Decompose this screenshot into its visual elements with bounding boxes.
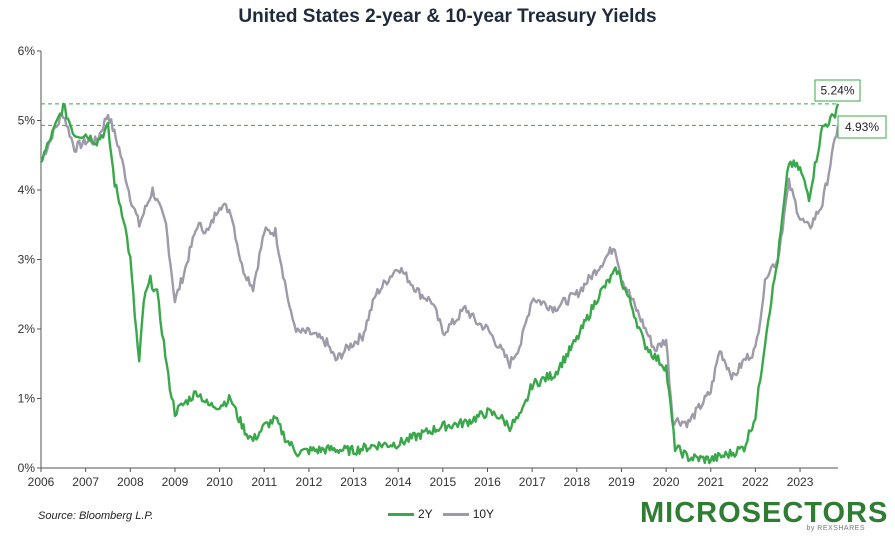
x-tick-label: 2021 xyxy=(697,475,724,489)
x-tick-label: 2007 xyxy=(72,475,99,489)
callout-label-1: 4.93% xyxy=(845,120,879,134)
callout-box-1 xyxy=(837,115,887,139)
brand-wordmark: MICROSECTORS xyxy=(640,497,889,529)
legend: 2Y 10Y xyxy=(388,507,494,521)
y-tick-label: 2% xyxy=(18,322,36,336)
brand-logo: MICROSECTORS by REXSHARES xyxy=(640,497,889,534)
legend-item-10y: 10Y xyxy=(442,507,495,521)
x-tick-label: 2014 xyxy=(385,475,412,489)
y-tick-label: 4% xyxy=(18,183,36,197)
legend-item-2y: 2Y xyxy=(388,507,433,521)
source-note: Source: Bloomberg L.P. xyxy=(38,510,154,522)
x-tick-label: 2023 xyxy=(787,475,814,489)
y-tick-label: 3% xyxy=(18,253,36,267)
callout-label-0: 5.24% xyxy=(820,84,854,98)
legend-swatch-10y xyxy=(442,512,469,516)
x-tick-label: 2009 xyxy=(162,475,189,489)
legend-label-10y: 10Y xyxy=(472,507,495,521)
x-tick-label: 2011 xyxy=(251,475,277,489)
y-tick-label: 1% xyxy=(18,392,36,406)
x-tick-label: 2016 xyxy=(474,475,501,489)
x-tick-label: 2020 xyxy=(653,475,680,489)
series-line-10y xyxy=(39,113,840,429)
y-tick-label: 6% xyxy=(18,44,36,58)
legend-swatch-2y xyxy=(388,512,414,516)
y-tick-label: 5% xyxy=(18,114,36,128)
chart-title: United States 2-year & 10-year Treasury … xyxy=(238,6,657,27)
x-tick-label: 2019 xyxy=(608,475,635,489)
y-tick-label: 0% xyxy=(18,461,36,475)
brand-subtitle: by REXSHARES xyxy=(806,525,865,532)
x-tick-label: 2017 xyxy=(519,475,546,489)
x-tick-label: 2006 xyxy=(28,475,55,489)
x-tick-label: 2012 xyxy=(296,475,323,489)
series-line-2y xyxy=(39,102,840,465)
x-tick-label: 2008 xyxy=(117,475,144,489)
x-tick-label: 2013 xyxy=(340,475,367,489)
callout-box-0 xyxy=(814,79,861,102)
legend-label-2y: 2Y xyxy=(418,507,433,521)
x-tick-label: 2010 xyxy=(206,475,233,489)
x-tick-label: 2015 xyxy=(429,475,456,489)
x-tick-label: 2018 xyxy=(563,475,590,489)
x-tick-label: 2022 xyxy=(742,475,769,489)
